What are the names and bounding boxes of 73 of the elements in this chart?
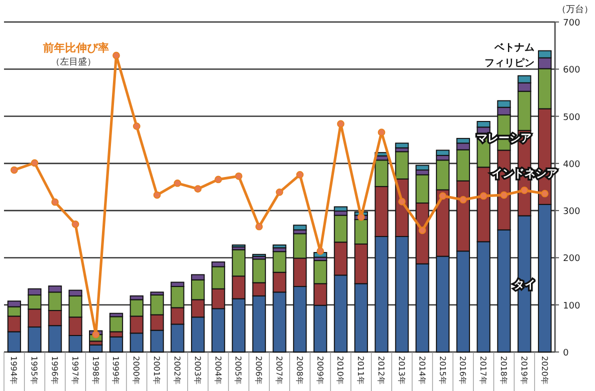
x-tick-label: 2001年 xyxy=(152,356,162,384)
x-tick-label: 2007年 xyxy=(274,356,284,384)
annotation: （左目盛） xyxy=(51,56,96,68)
point xyxy=(30,159,38,167)
point xyxy=(10,166,18,174)
bar xyxy=(395,142,409,148)
point xyxy=(316,247,324,255)
point xyxy=(72,220,80,228)
x-tick-label: 2005年 xyxy=(234,356,243,384)
bar xyxy=(109,336,124,352)
x-tick-label: 2019年 xyxy=(519,356,528,384)
x-tick-label: 2009年 xyxy=(315,356,324,384)
y-tick-label: 0 xyxy=(563,348,569,358)
x-tick-label: 2015年 xyxy=(438,356,447,384)
x-tick-label: 2017年 xyxy=(478,356,488,384)
y-tick-label: 600 xyxy=(563,66,580,76)
y-axis-title: （万台） xyxy=(557,4,593,15)
point xyxy=(92,330,100,338)
bar xyxy=(272,244,286,248)
point xyxy=(132,122,140,130)
x-tick-label: 2020年 xyxy=(540,356,549,384)
point xyxy=(439,192,446,200)
point xyxy=(500,191,508,199)
point xyxy=(276,188,284,196)
point xyxy=(398,198,406,206)
point xyxy=(255,222,263,230)
y-tick-label: 200 xyxy=(563,254,580,264)
point xyxy=(112,52,120,60)
point xyxy=(418,226,426,234)
y-tick-label: 500 xyxy=(563,112,580,123)
bar xyxy=(293,224,307,230)
x-tick-label: 2000年 xyxy=(132,356,141,384)
point xyxy=(337,120,344,128)
point xyxy=(480,192,488,200)
x-tick-label: 2010年 xyxy=(336,356,345,384)
point xyxy=(541,190,548,198)
x-tick-label: 1997年 xyxy=(70,356,80,384)
x-tick-label: 2013年 xyxy=(396,356,406,384)
x-tick-label: 2002年 xyxy=(172,356,182,384)
bar xyxy=(416,164,430,171)
x-tick-label: 1994年 xyxy=(9,356,18,384)
x-tick-label: 1995年 xyxy=(30,356,39,384)
x-tick-label: 2018年 xyxy=(498,356,508,384)
point xyxy=(153,191,161,199)
point xyxy=(459,196,467,204)
point xyxy=(234,172,242,180)
x-tick-label: 2006年 xyxy=(254,356,264,384)
point xyxy=(520,186,528,194)
point xyxy=(296,171,304,178)
x-tick-label: 2014年 xyxy=(417,356,426,384)
x-tick-label: 2016年 xyxy=(458,356,468,384)
point xyxy=(51,198,59,206)
x-tick-label: 2004年 xyxy=(213,356,222,384)
series-label: フィリピン xyxy=(484,56,535,69)
x-tick-label: 1999年 xyxy=(111,356,120,384)
y-tick-label: 400 xyxy=(563,160,580,170)
point xyxy=(378,128,386,136)
series-label: ベトナム xyxy=(494,42,535,54)
y-tick-label: 300 xyxy=(563,207,580,218)
x-tick-label: 2008年 xyxy=(294,356,304,384)
point xyxy=(214,176,222,184)
x-tick-label: 1996年 xyxy=(50,356,60,384)
point xyxy=(357,213,365,221)
y-tick-label: 700 xyxy=(563,18,580,28)
x-tick-label: 1998年 xyxy=(90,356,100,384)
point xyxy=(174,180,182,187)
x-tick-label: 2012年 xyxy=(376,356,386,384)
bar xyxy=(334,206,348,212)
series-label: 前年比伸び率 xyxy=(42,41,110,54)
point xyxy=(194,185,202,193)
x-tick-label: 2003年 xyxy=(192,356,202,384)
y-tick-label: 100 xyxy=(563,301,580,312)
x-tick-label: 2011年 xyxy=(356,356,366,384)
